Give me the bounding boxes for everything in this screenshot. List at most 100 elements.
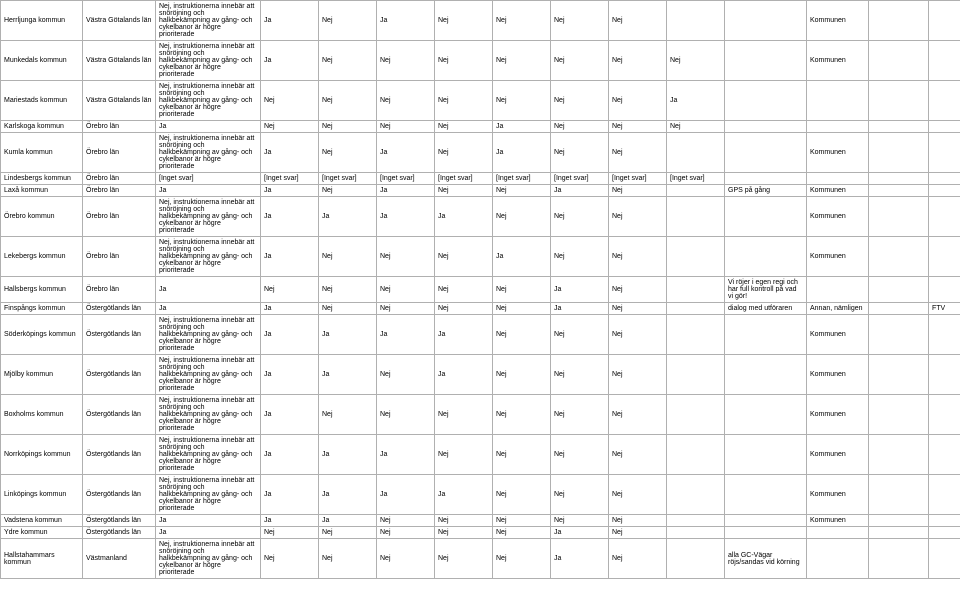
table-cell: Nej [261, 121, 319, 133]
table-cell: Kommunen [807, 1, 869, 41]
table-cell [667, 475, 725, 515]
table-cell [929, 81, 960, 121]
table-cell [667, 355, 725, 395]
data-table: Herrljunga kommunVästra Götalands länNej… [0, 0, 960, 579]
table-cell: Nej [435, 1, 493, 41]
table-cell: Kommunen [807, 133, 869, 173]
table-cell [929, 1, 960, 41]
table-cell: Ja [319, 355, 377, 395]
table-cell [869, 81, 929, 121]
table-cell: Nej [319, 237, 377, 277]
table-cell: Ja [551, 539, 609, 579]
table-cell: Nej [493, 303, 551, 315]
table-cell: Nej [493, 41, 551, 81]
table-row: Lekebergs kommunÖrebro länNej, instrukti… [1, 237, 960, 277]
table-cell: Ja [261, 133, 319, 173]
table-cell: Nej [435, 133, 493, 173]
table-cell: Kommunen [807, 185, 869, 197]
table-cell: Nej [319, 41, 377, 81]
table-cell: Kommunen [807, 197, 869, 237]
table-cell: Nej [435, 303, 493, 315]
table-cell: Ja [261, 303, 319, 315]
table-cell [869, 355, 929, 395]
table-cell: Nej [377, 539, 435, 579]
table-cell: Nej [261, 277, 319, 303]
table-cell: Nej [435, 527, 493, 539]
table-cell: Ja [261, 237, 319, 277]
table-cell: Nej [377, 81, 435, 121]
table-row: Linköpings kommunÖstergötlands länNej, i… [1, 475, 960, 515]
table-cell: Mariestads kommun [1, 81, 83, 121]
table-cell: Ja [261, 475, 319, 515]
table-cell: Nej [319, 185, 377, 197]
table-cell: Ja [493, 237, 551, 277]
table-cell: GPS på gång [725, 185, 807, 197]
table-cell [807, 539, 869, 579]
table-cell: Kommunen [807, 435, 869, 475]
table-row: Karlskoga kommunÖrebro länJaNejNejNejNej… [1, 121, 960, 133]
table-cell: Nej, instruktionerna innebär att snöröjn… [156, 315, 261, 355]
table-body: Herrljunga kommunVästra Götalands länNej… [1, 1, 960, 579]
table-cell [667, 395, 725, 435]
table-cell: Nej [609, 185, 667, 197]
table-cell: Östergötlands län [83, 475, 156, 515]
table-cell [869, 41, 929, 81]
table-cell: Nej [493, 435, 551, 475]
table-row: Mariestads kommunVästra Götalands länNej… [1, 81, 960, 121]
table-cell: Nej [551, 133, 609, 173]
table-cell [725, 315, 807, 355]
table-cell: Ja [156, 527, 261, 539]
table-cell: Nej, instruktionerna innebär att snöröjn… [156, 435, 261, 475]
table-cell: Nej [377, 527, 435, 539]
table-cell: Nej [667, 121, 725, 133]
table-cell: Östergötlands län [83, 515, 156, 527]
table-row: Lindesbergs kommunÖrebro län[Inget svar]… [1, 173, 960, 185]
table-cell: Kommunen [807, 41, 869, 81]
table-cell: Nej [551, 81, 609, 121]
table-cell [929, 435, 960, 475]
table-cell [725, 515, 807, 527]
table-cell: Nej, instruktionerna innebär att snöröjn… [156, 355, 261, 395]
table-cell: Nej [609, 81, 667, 121]
table-cell: [Inget svar] [319, 173, 377, 185]
table-cell: Söderköpings kommun [1, 315, 83, 355]
table-cell: Nej [609, 539, 667, 579]
table-cell: Nej [319, 395, 377, 435]
table-cell: Ja [319, 515, 377, 527]
table-cell [929, 395, 960, 435]
table-cell: Ja [261, 395, 319, 435]
table-cell: Nej [609, 121, 667, 133]
table-cell: Nej [609, 1, 667, 41]
table-cell: Nej [551, 475, 609, 515]
table-cell: Ja [261, 197, 319, 237]
table-row: Vadstena kommunÖstergötlands länJaJaJaNe… [1, 515, 960, 527]
table-cell: Hallstahammars kommun [1, 539, 83, 579]
table-cell: Nej [435, 237, 493, 277]
table-cell [725, 475, 807, 515]
table-cell: Nej [493, 527, 551, 539]
table-cell: Munkedals kommun [1, 41, 83, 81]
table-cell: [Inget svar] [377, 173, 435, 185]
table-cell: Nej [493, 197, 551, 237]
table-cell: Örebro län [83, 237, 156, 277]
table-row: Boxholms kommunÖstergötlands länNej, ins… [1, 395, 960, 435]
table-cell: [Inget svar] [609, 173, 667, 185]
table-cell: Nej [319, 121, 377, 133]
table-cell: Örebro kommun [1, 197, 83, 237]
table-cell: [Inget svar] [493, 173, 551, 185]
table-cell: Nej [493, 315, 551, 355]
table-cell [869, 315, 929, 355]
table-cell [869, 197, 929, 237]
table-cell: Nej [377, 355, 435, 395]
table-cell: Nej [435, 277, 493, 303]
table-cell: dialog med utföraren [725, 303, 807, 315]
table-cell [725, 121, 807, 133]
table-row: Norrköpings kommunÖstergötlands länNej, … [1, 435, 960, 475]
table-cell [725, 435, 807, 475]
table-cell: Vi röjer i egen regi och har full kontro… [725, 277, 807, 303]
table-cell [667, 515, 725, 527]
table-cell: Nej [435, 395, 493, 435]
table-cell: Nej [493, 355, 551, 395]
table-cell: Nej [261, 527, 319, 539]
table-cell: Nej [377, 277, 435, 303]
